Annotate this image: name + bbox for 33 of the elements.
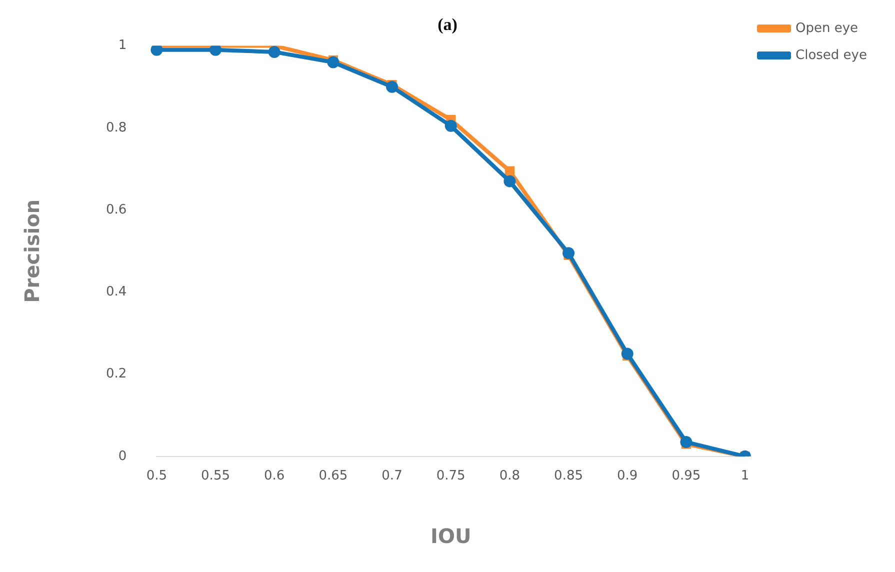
x-tick-label: 0.5 bbox=[146, 468, 168, 484]
y-tick-label: 0.6 bbox=[106, 202, 127, 218]
point bbox=[562, 247, 575, 260]
point bbox=[386, 80, 398, 93]
x-tick-label: 0.8 bbox=[499, 468, 520, 484]
y-tick-label: 1 bbox=[118, 38, 127, 54]
y-tick-label: 0.2 bbox=[106, 366, 127, 382]
x-tick-label: 1 bbox=[740, 468, 750, 484]
point bbox=[621, 348, 634, 360]
legend-label: Closed eye bbox=[796, 48, 868, 63]
y-axis-title: Precision bbox=[20, 199, 44, 303]
point bbox=[504, 175, 516, 188]
point bbox=[150, 46, 163, 56]
x-tick-label: 0.65 bbox=[318, 468, 348, 484]
x-tick-label: 0.7 bbox=[382, 468, 402, 484]
legend-label: Open eye bbox=[796, 20, 858, 36]
x-tick-label: 0.85 bbox=[554, 468, 583, 484]
x-tick-label: 0.75 bbox=[436, 468, 466, 484]
y-tick-label: 0 bbox=[118, 448, 127, 464]
point bbox=[268, 46, 280, 58]
point bbox=[210, 46, 222, 56]
x-axis-title: IOU bbox=[430, 524, 472, 548]
point bbox=[327, 56, 340, 68]
point bbox=[680, 436, 692, 448]
y-tick-label: 0.4 bbox=[106, 284, 127, 300]
x-tick-label: 0.9 bbox=[617, 468, 638, 484]
y-tick-label: 0.8 bbox=[106, 120, 127, 136]
point bbox=[444, 120, 457, 132]
chart-title: (a) bbox=[438, 14, 458, 34]
x-tick-label: 0.55 bbox=[201, 468, 230, 484]
point bbox=[504, 166, 515, 176]
x-tick-label: 0.6 bbox=[264, 468, 285, 484]
x-tick-label: 0.95 bbox=[672, 468, 701, 484]
